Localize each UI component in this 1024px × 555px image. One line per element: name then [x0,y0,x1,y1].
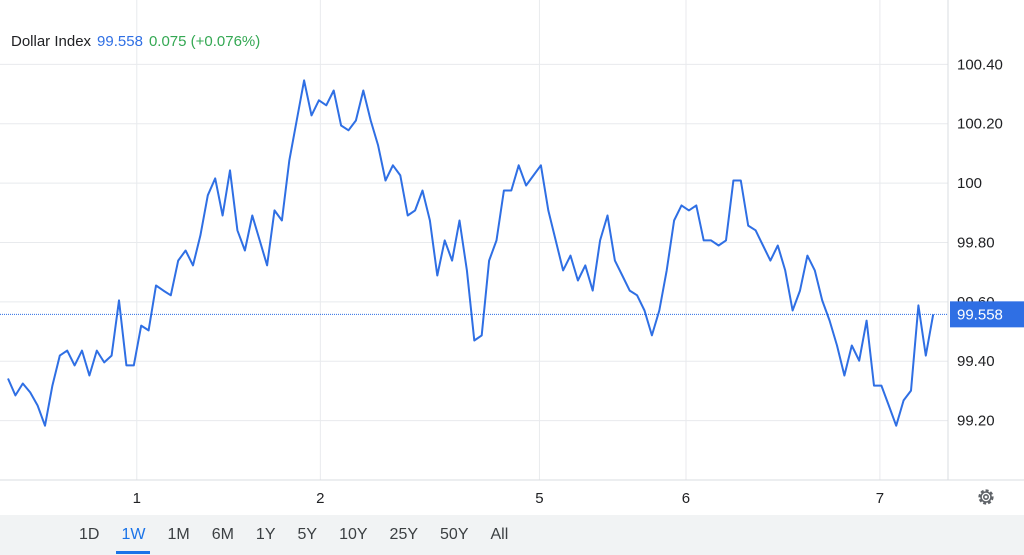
last-value: 99.558 [97,33,143,50]
range-button[interactable]: 50Y [429,515,479,555]
y-tick-label: 99.80 [957,234,995,251]
range-button[interactable]: 1W [110,515,156,555]
header: Dollar Index 99.558 0.075 (+0.076%) [11,33,266,50]
range-button[interactable]: 1D [68,515,110,555]
x-tick-label: 6 [682,490,690,507]
range-button[interactable]: 1M [156,515,200,555]
y-tick-label: 99.20 [957,413,995,430]
y-tick-label: 99.40 [957,353,995,370]
y-tick-label: 100 [957,175,982,192]
x-tick-label: 5 [535,490,543,507]
range-button[interactable]: 25Y [379,515,429,555]
last-value-tag [950,301,1024,328]
price-line [7,79,935,427]
range-bar: 1D 1W 1M 6M 1Y 5Y 10Y 25Y 50Y All [0,515,1024,555]
settings-icon[interactable] [978,489,994,505]
range-button[interactable]: 5Y [287,515,329,555]
range-button[interactable]: 6M [201,515,245,555]
x-tick-label: 1 [133,490,141,507]
last-value-label: 99.558 [957,306,1003,323]
chart: 1256799.2099.4099.6099.80100100.20100.40… [0,0,1024,507]
change: 0.075 (+0.076%) [148,33,261,50]
y-tick-label: 100.40 [957,56,1003,73]
grid [0,0,948,480]
range-button[interactable]: All [479,515,519,555]
range-button[interactable]: 1Y [245,515,287,555]
instrument-name: Dollar Index [11,33,92,50]
range-buttons: 1D 1W 1M 6M 1Y 5Y 10Y 25Y 50Y All [68,515,519,555]
range-button[interactable]: 10Y [328,515,378,555]
y-tick-label: 100.20 [957,116,1003,133]
x-tick-label: 2 [316,490,324,507]
x-tick-label: 7 [876,490,884,507]
